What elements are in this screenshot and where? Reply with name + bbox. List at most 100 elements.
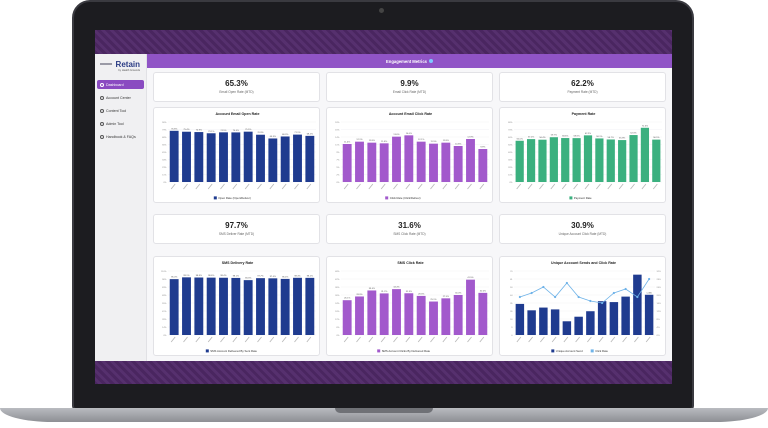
y-tick-label: 80% (508, 122, 512, 124)
brand-name: Retain (115, 60, 140, 69)
data-label: 59.7% (551, 135, 557, 137)
bar (392, 136, 401, 182)
x-tick (528, 336, 533, 343)
x-tick (607, 183, 613, 190)
data-label: 98.1% (233, 275, 239, 277)
bar (355, 296, 364, 335)
chart-title: Payment Rate (572, 112, 596, 116)
x-tick (220, 183, 225, 190)
line-point (648, 277, 651, 281)
sidebar-nav: Dashboard Account Center Content Tool Ad… (95, 78, 146, 147)
data-label: 56.4% (539, 137, 545, 139)
x-tick (573, 183, 578, 190)
sidebar-item-handbook[interactable]: Handbook & FAQs (97, 132, 144, 141)
x-tick (479, 336, 485, 343)
data-label: 11.8% (369, 140, 375, 142)
legend-swatch (205, 349, 209, 353)
bar (609, 302, 619, 335)
bar (243, 280, 253, 335)
y-tick-label: 61 (510, 279, 513, 281)
y-tick-label: 24% (335, 303, 339, 305)
data-label: 74.4% (233, 130, 239, 132)
x-tick (442, 336, 448, 343)
x-tick (622, 336, 627, 343)
y-tick-label: 60% (508, 137, 512, 139)
data-label: 25.1% (430, 299, 436, 301)
x-tick (575, 336, 580, 343)
menu-icon[interactable] (100, 63, 112, 65)
y-tick-label: 36% (335, 287, 339, 289)
bar (538, 139, 547, 182)
kpi-label: Unique Account Click Rate (MTD) (558, 232, 607, 236)
bar (268, 278, 278, 335)
y-tick-label: 2% (336, 175, 339, 177)
data-label: 55.0% (517, 138, 523, 140)
y-tick-label: 14% (335, 137, 339, 139)
bar (243, 131, 253, 182)
x-tick (467, 336, 472, 343)
x-tick (550, 183, 556, 190)
sidebar-item-content-tool[interactable]: Content Tool (97, 106, 144, 115)
x-tick (630, 183, 635, 190)
data-label: 75.5% (245, 129, 251, 131)
bar (466, 139, 475, 182)
y-tick-label: 26 (510, 311, 513, 313)
x-tick (207, 183, 213, 190)
x-tick (195, 336, 201, 343)
y-tick-label: 53 (510, 287, 513, 289)
data-label: 29.3% (418, 293, 424, 295)
x-tick (417, 183, 423, 190)
info-icon[interactable] (428, 59, 433, 63)
y-tick-label: 9 (511, 327, 513, 329)
bar (355, 141, 364, 182)
legend-label: Unique Account Send (556, 349, 583, 353)
bar (527, 310, 536, 335)
x-tick (652, 183, 658, 190)
bar (597, 301, 607, 335)
sidebar-item-admin-tool[interactable]: Admin Tool (97, 119, 144, 128)
page-header: Engagement Metrics (147, 54, 672, 68)
x-tick (479, 183, 485, 190)
book-icon (100, 134, 104, 139)
chart-title: Account Email Click Rate (389, 112, 432, 116)
legend-swatch (590, 349, 594, 353)
x-tick (195, 183, 201, 190)
bar (595, 138, 604, 182)
chart-svg: Unique Account Sends and Click Rate 0 9 18 2… (510, 261, 661, 353)
data-label: 69.2% (307, 133, 313, 135)
kpi-sms-click-rate: 31.6% SMS Click Rate (MTD) (326, 214, 493, 244)
chart-payment-rate: Payment Rate 0% 10% 20% 30% 40% 50% 60% 70% 80% 55… (499, 107, 666, 203)
y-tick-label: 28% (162, 319, 166, 321)
sidebar-item-account-center[interactable]: Account Center (97, 93, 144, 102)
data-label: 62.6% (630, 133, 636, 135)
x-tick (393, 183, 398, 190)
bar (392, 289, 401, 335)
x-tick (598, 336, 604, 343)
x-tick (257, 183, 262, 190)
data-label: 58.6% (562, 136, 568, 138)
y2-tick-label: 16% (657, 303, 661, 305)
brand-logo[interactable]: Retain by Health Grounds (95, 54, 146, 78)
chart-title: SMS Delivery Rate (222, 261, 254, 265)
x-tick (380, 183, 386, 190)
data-label: 58.1% (596, 136, 602, 138)
legend-label: Payment Rate (574, 196, 592, 200)
bar (305, 277, 315, 335)
legend-swatch (213, 196, 217, 200)
data-label: 99.1% (183, 275, 189, 277)
kpi-label: SMS Deliver Rate (MTD) (218, 232, 255, 236)
y2-tick-label: 8% (657, 319, 660, 321)
top-banner (95, 30, 672, 54)
line-point (530, 291, 533, 295)
y-tick-label: 48% (335, 271, 339, 273)
laptop-base (0, 408, 768, 422)
y2-tick-label: 0% (657, 335, 660, 337)
bar (182, 131, 191, 182)
sidebar-item-dashboard[interactable]: Dashboard (97, 80, 144, 89)
x-tick (641, 183, 647, 190)
y-tick-label: 30% (508, 160, 512, 162)
legend-swatch (377, 349, 381, 353)
bar (561, 138, 570, 182)
kpi-label: Payment Rate (MTD) (567, 90, 598, 94)
data-label: 75.4% (183, 129, 189, 131)
